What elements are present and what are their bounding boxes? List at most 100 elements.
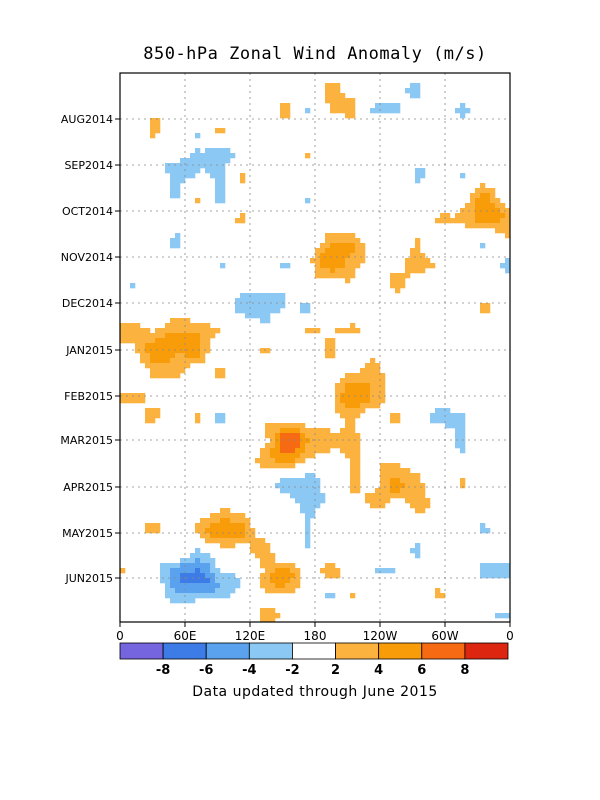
anomaly-cell (395, 478, 401, 484)
anomaly-cell (280, 293, 286, 299)
anomaly-cell (270, 423, 276, 429)
anomaly-cell (155, 358, 161, 364)
anomaly-cell (245, 518, 251, 524)
anomaly-cell (390, 278, 396, 284)
anomaly-cell (505, 263, 511, 269)
anomaly-cell (320, 243, 326, 249)
anomaly-cell (315, 448, 321, 454)
anomaly-cell (140, 338, 146, 344)
anomaly-cell (200, 328, 206, 334)
anomaly-cell (235, 528, 241, 534)
anomaly-cell (175, 333, 181, 339)
anomaly-cell (155, 528, 161, 534)
anomaly-cell (220, 178, 226, 184)
anomaly-cell (330, 268, 336, 274)
anomaly-cell (260, 563, 266, 569)
anomaly-cell (295, 483, 301, 489)
anomaly-cell (260, 618, 266, 623)
anomaly-cell (220, 153, 226, 159)
anomaly-cell (235, 218, 241, 224)
anomaly-cell (325, 93, 331, 99)
anomaly-cell (205, 533, 211, 539)
anomaly-cell (325, 238, 331, 244)
anomaly-cell (350, 463, 356, 469)
anomaly-cell (235, 303, 241, 309)
anomaly-cell (480, 198, 486, 204)
anomaly-cell (420, 488, 426, 494)
anomaly-cell (210, 168, 216, 174)
y-tick-label: OCT2014 (62, 205, 113, 218)
anomaly-cell (360, 248, 366, 254)
y-tick-label: FEB2015 (64, 390, 113, 403)
anomaly-cell (395, 108, 401, 114)
anomaly-cell (330, 253, 336, 259)
anomaly-cell (185, 598, 191, 604)
anomaly-cell (335, 258, 341, 264)
anomaly-cell (160, 353, 166, 359)
anomaly-cell (390, 103, 396, 109)
x-axis-ticks: 0 60E 120E 180 120W 60W 0 (116, 622, 514, 643)
anomaly-cell (500, 228, 506, 234)
anomaly-cell (250, 533, 256, 539)
anomaly-cell (175, 348, 181, 354)
anomaly-cell (155, 328, 161, 334)
anomaly-cell (290, 583, 296, 589)
anomaly-cell (295, 573, 301, 579)
anomaly-cell (380, 463, 386, 469)
anomaly-cell (190, 323, 196, 329)
anomaly-cell (210, 518, 216, 524)
anomaly-cell (325, 88, 331, 94)
y-tick-label: DEC2014 (62, 297, 113, 310)
anomaly-cell (330, 88, 336, 94)
anomaly-cell (235, 538, 241, 544)
colorbar-label: -4 (242, 663, 256, 678)
anomaly-cell (280, 113, 286, 119)
anomaly-cell (265, 298, 271, 304)
anomaly-cell (305, 508, 311, 514)
anomaly-cell (360, 398, 366, 404)
anomaly-cell (305, 428, 311, 434)
anomaly-cell (205, 558, 211, 564)
anomaly-cell (490, 188, 496, 194)
anomaly-cell (210, 148, 216, 154)
anomaly-cell (290, 568, 296, 574)
anomaly-cell (230, 528, 236, 534)
anomaly-cell (485, 563, 491, 569)
anomaly-cell (205, 528, 211, 534)
anomaly-cell (405, 258, 411, 264)
anomaly-cell (495, 568, 501, 574)
anomaly-cell (360, 403, 366, 409)
anomaly-cell (480, 308, 486, 314)
anomaly-cell (175, 563, 181, 569)
anomaly-cell (190, 158, 196, 164)
anomaly-cell (300, 448, 306, 454)
anomaly-cell (305, 473, 311, 479)
anomaly-cell (175, 363, 181, 369)
anomaly-cell (165, 348, 171, 354)
anomaly-cell (390, 418, 396, 424)
anomaly-cell (455, 443, 461, 449)
anomaly-cell (455, 213, 461, 219)
anomaly-cell (220, 533, 226, 539)
anomaly-cell (185, 583, 191, 589)
anomaly-cell (350, 398, 356, 404)
anomaly-cell (410, 83, 416, 89)
anomaly-cell (220, 583, 226, 589)
anomaly-cell (225, 158, 231, 164)
anomaly-cell (170, 338, 176, 344)
anomaly-cell (175, 588, 181, 594)
anomaly-cell (315, 268, 321, 274)
anomaly-cell (295, 488, 301, 494)
anomaly-cell (460, 483, 466, 489)
anomaly-cell (325, 443, 331, 449)
anomaly-cell (505, 563, 511, 569)
anomaly-cell (160, 333, 166, 339)
anomaly-cell (170, 563, 176, 569)
anomaly-cell (345, 273, 351, 279)
anomaly-cell (215, 593, 221, 599)
anomaly-cell (170, 568, 176, 574)
anomaly-cell (375, 103, 381, 109)
anomaly-cell (175, 193, 181, 199)
anomaly-cell (130, 283, 136, 289)
anomaly-cell (275, 298, 281, 304)
